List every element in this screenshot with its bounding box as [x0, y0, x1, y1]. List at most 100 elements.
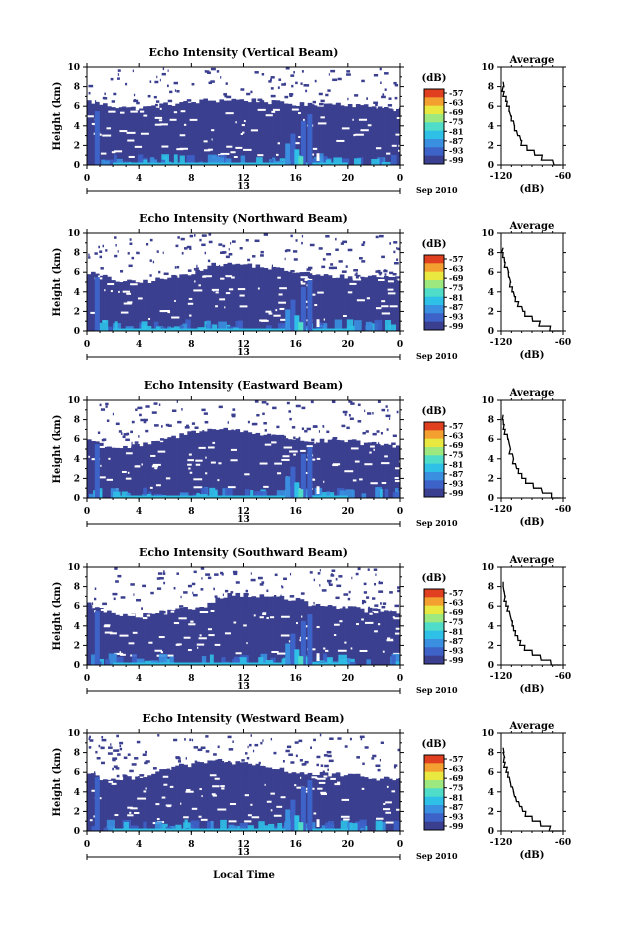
echo-speck	[270, 76, 275, 79]
surface-echo	[113, 495, 348, 498]
x-tick-label: 0	[84, 507, 90, 517]
echo-gap	[129, 613, 136, 616]
echo-speck	[350, 400, 353, 404]
echo-speck	[220, 251, 225, 254]
cloud-column	[203, 763, 208, 831]
echo-gap	[397, 278, 400, 281]
echo-speck	[359, 735, 365, 739]
echo-speck	[187, 584, 192, 588]
cloud-column	[347, 773, 353, 831]
echo-gap	[224, 306, 226, 309]
echo-gap	[235, 121, 237, 124]
echo-speck	[354, 94, 359, 97]
cloud-column	[319, 106, 325, 165]
boundary-layer-echo	[348, 658, 355, 665]
echo-gap	[130, 110, 138, 113]
echo-speck	[195, 267, 199, 270]
echo-speck	[103, 438, 107, 441]
echo-gap	[243, 624, 247, 627]
echo-speck	[287, 608, 289, 611]
boundary-layer-echo	[115, 158, 123, 165]
cloud-column	[347, 103, 353, 165]
echo-speck	[186, 99, 192, 102]
echo-speck	[361, 599, 366, 603]
echo-speck	[327, 89, 331, 92]
average-x-tick-label: -60	[555, 338, 571, 348]
average-x-tick-label: -60	[555, 172, 571, 182]
echo-gap	[134, 145, 143, 148]
average-y-tick-label: 6	[488, 268, 494, 278]
echo-gap	[314, 441, 316, 444]
echo-gap	[369, 612, 373, 615]
y-tick-label: 4	[74, 288, 80, 298]
cloud-column	[87, 439, 92, 498]
echo-speck	[397, 748, 400, 752]
echo-speck	[151, 411, 157, 414]
echo-gap	[119, 130, 128, 133]
echo-speck	[326, 252, 332, 256]
cloud-column	[175, 765, 180, 831]
echo-speck	[285, 443, 288, 446]
echo-gap	[128, 155, 135, 158]
echo-speck	[394, 604, 400, 608]
echo-speck	[154, 424, 159, 427]
echo-speck	[180, 595, 182, 599]
average-title: Average	[509, 555, 555, 566]
echo-gap	[130, 283, 138, 286]
echo-speck	[361, 260, 366, 263]
y-tick-label: 2	[74, 141, 80, 151]
average-x-title: (dB)	[520, 184, 545, 195]
echo-gap	[134, 465, 141, 468]
echo-gap	[215, 305, 218, 308]
echo-gap	[195, 459, 203, 462]
echo-speck	[176, 572, 179, 575]
echo-gap	[235, 146, 243, 149]
echo-speck	[218, 243, 223, 246]
echo-speck	[233, 572, 238, 576]
y-axis-title: Height (km)	[52, 248, 63, 317]
cloud-column	[343, 775, 349, 831]
echo-speck	[139, 774, 145, 777]
boundary-layer-echo	[200, 487, 208, 498]
echo-gap	[106, 127, 112, 130]
echo-speck	[128, 264, 133, 268]
echo-speck	[201, 577, 203, 580]
echo-gap	[127, 139, 135, 142]
cloud-column	[243, 762, 249, 831]
cloud-column	[327, 103, 333, 165]
y-tick-label: 6	[74, 768, 80, 778]
colorbar-tick-label: -69	[449, 773, 464, 783]
echo-speck	[191, 422, 196, 425]
echo-gap	[299, 776, 302, 779]
echo-speck	[281, 774, 286, 778]
echo-gap	[366, 297, 370, 300]
echo-speck	[293, 258, 298, 261]
echo-speck	[113, 597, 116, 601]
echo-gap	[118, 290, 120, 293]
echo-speck	[94, 587, 97, 590]
echo-gap	[367, 124, 372, 127]
echo-gap	[199, 611, 209, 614]
echo-speck	[143, 420, 147, 424]
boundary-layer-echo	[277, 323, 287, 331]
convective-echo	[294, 315, 300, 331]
boundary-layer-echo	[244, 489, 250, 498]
echo-speck	[389, 109, 394, 112]
echo-speck	[165, 423, 170, 427]
echo-speck	[266, 402, 269, 406]
echo-speck	[162, 251, 164, 255]
echo-speck	[385, 414, 391, 418]
x-tick-label: 8	[188, 674, 194, 684]
echo-gap	[143, 790, 147, 793]
echo-speck	[210, 67, 216, 71]
echo-gap	[316, 153, 320, 161]
echo-gap	[127, 301, 133, 304]
echo-speck	[323, 754, 328, 757]
cloud-column	[107, 276, 112, 331]
boundary-layer-echo	[319, 153, 324, 165]
cloud-column	[223, 762, 229, 831]
echo-speck	[115, 422, 120, 426]
panel-title: Echo Intensity (Westward Beam)	[142, 712, 344, 725]
heatmap-field	[87, 67, 400, 165]
